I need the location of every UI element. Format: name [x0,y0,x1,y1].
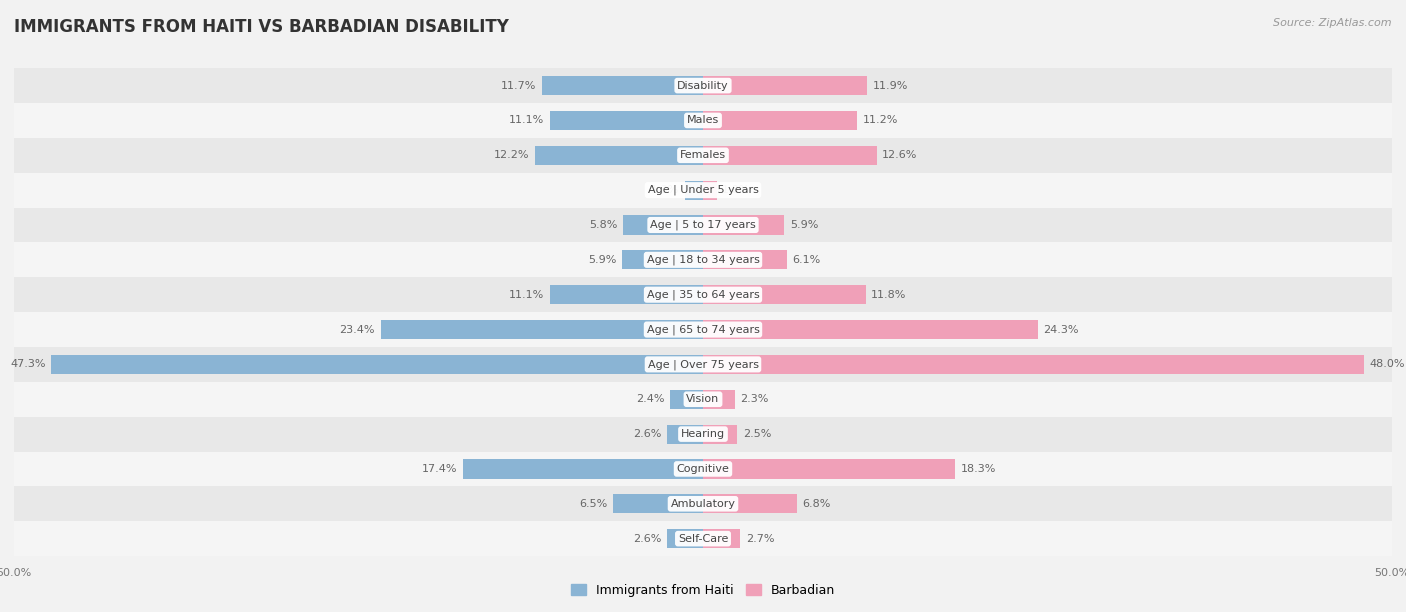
Bar [550,111,703,130]
Bar [14,417,1392,452]
Text: Age | 65 to 74 years: Age | 65 to 74 years [647,324,759,335]
Text: 5.9%: 5.9% [588,255,616,265]
Text: 18.3%: 18.3% [960,464,995,474]
Text: 48.0%: 48.0% [1369,359,1406,370]
Text: 11.1%: 11.1% [509,116,544,125]
Text: Age | Under 5 years: Age | Under 5 years [648,185,758,195]
Bar [703,215,785,234]
Text: Cognitive: Cognitive [676,464,730,474]
Bar [703,285,866,304]
Text: 2.7%: 2.7% [745,534,775,543]
Text: 11.8%: 11.8% [872,289,907,300]
Bar [381,320,703,339]
Text: Age | 5 to 17 years: Age | 5 to 17 years [650,220,756,230]
Bar [703,181,717,200]
Bar [703,460,955,479]
Bar [14,242,1392,277]
Bar [14,68,1392,103]
Text: 6.8%: 6.8% [803,499,831,509]
Bar [623,215,703,234]
Bar [703,76,868,95]
Text: 2.6%: 2.6% [633,534,662,543]
Text: 6.1%: 6.1% [793,255,821,265]
Text: Disability: Disability [678,81,728,91]
Bar [14,521,1392,556]
Bar [463,460,703,479]
Bar [621,250,703,269]
Bar [668,529,703,548]
Text: Age | 18 to 34 years: Age | 18 to 34 years [647,255,759,265]
Bar [685,181,703,200]
Bar [703,390,735,409]
Bar [703,494,797,513]
Text: Age | 35 to 64 years: Age | 35 to 64 years [647,289,759,300]
Bar [550,285,703,304]
Bar [534,146,703,165]
Text: 11.9%: 11.9% [873,81,908,91]
Bar [14,312,1392,347]
Text: Vision: Vision [686,394,720,405]
Text: 12.2%: 12.2% [494,151,530,160]
Bar [14,487,1392,521]
Text: 2.5%: 2.5% [742,429,772,439]
Text: 5.8%: 5.8% [589,220,617,230]
Bar [703,320,1038,339]
Legend: Immigrants from Haiti, Barbadian: Immigrants from Haiti, Barbadian [565,579,841,602]
Bar [703,146,876,165]
Text: IMMIGRANTS FROM HAITI VS BARBADIAN DISABILITY: IMMIGRANTS FROM HAITI VS BARBADIAN DISAB… [14,18,509,36]
Text: 24.3%: 24.3% [1043,324,1078,335]
Bar [703,250,787,269]
Bar [669,390,703,409]
Bar [14,207,1392,242]
Text: 2.3%: 2.3% [740,394,769,405]
Text: 47.3%: 47.3% [10,359,46,370]
Text: 6.5%: 6.5% [579,499,607,509]
Text: 23.4%: 23.4% [340,324,375,335]
Bar [14,452,1392,487]
Text: Females: Females [681,151,725,160]
Text: 17.4%: 17.4% [422,464,458,474]
Bar [14,382,1392,417]
Bar [14,173,1392,207]
Bar [703,529,740,548]
Text: Self-Care: Self-Care [678,534,728,543]
Text: 2.4%: 2.4% [636,394,665,405]
Text: 12.6%: 12.6% [882,151,918,160]
Text: Ambulatory: Ambulatory [671,499,735,509]
Bar [613,494,703,513]
Text: 11.1%: 11.1% [509,289,544,300]
Bar [14,138,1392,173]
Text: 5.9%: 5.9% [790,220,818,230]
Text: Males: Males [688,116,718,125]
Bar [703,355,1364,374]
Bar [14,103,1392,138]
Bar [51,355,703,374]
Text: 2.6%: 2.6% [633,429,662,439]
Text: 11.7%: 11.7% [501,81,536,91]
Text: 1.3%: 1.3% [651,185,679,195]
Bar [14,277,1392,312]
Text: 11.2%: 11.2% [863,116,898,125]
Text: 1.0%: 1.0% [723,185,751,195]
Bar [703,111,858,130]
Text: Hearing: Hearing [681,429,725,439]
Text: Age | Over 75 years: Age | Over 75 years [648,359,758,370]
Bar [668,425,703,444]
Bar [14,347,1392,382]
Text: Source: ZipAtlas.com: Source: ZipAtlas.com [1274,18,1392,28]
Bar [541,76,703,95]
Bar [703,425,738,444]
